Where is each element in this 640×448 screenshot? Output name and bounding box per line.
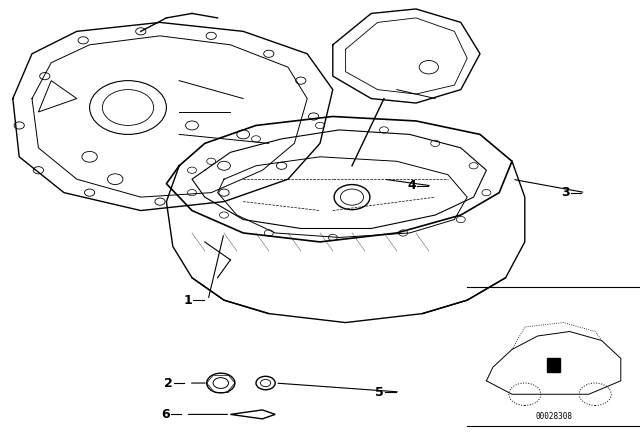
Text: 3: 3 [561, 186, 570, 199]
Text: 6: 6 [161, 408, 170, 421]
Text: 2: 2 [164, 376, 173, 390]
Polygon shape [547, 358, 560, 372]
Text: 1: 1 [183, 293, 192, 307]
Text: 4: 4 [407, 179, 416, 193]
Text: 5: 5 [375, 385, 384, 399]
Text: 00028308: 00028308 [535, 412, 572, 421]
